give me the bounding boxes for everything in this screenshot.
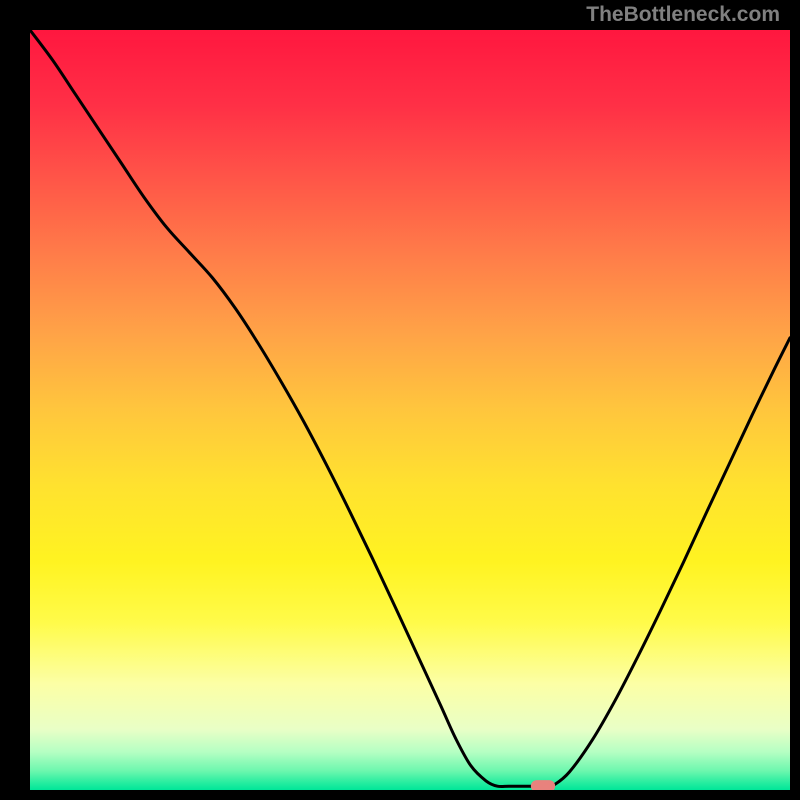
- optimal-point-marker: [531, 780, 555, 790]
- chart-frame: TheBottleneck.com: [0, 0, 800, 800]
- watermark-text: TheBottleneck.com: [586, 3, 780, 27]
- chart-background: [30, 30, 790, 790]
- bottleneck-chart: [30, 30, 790, 790]
